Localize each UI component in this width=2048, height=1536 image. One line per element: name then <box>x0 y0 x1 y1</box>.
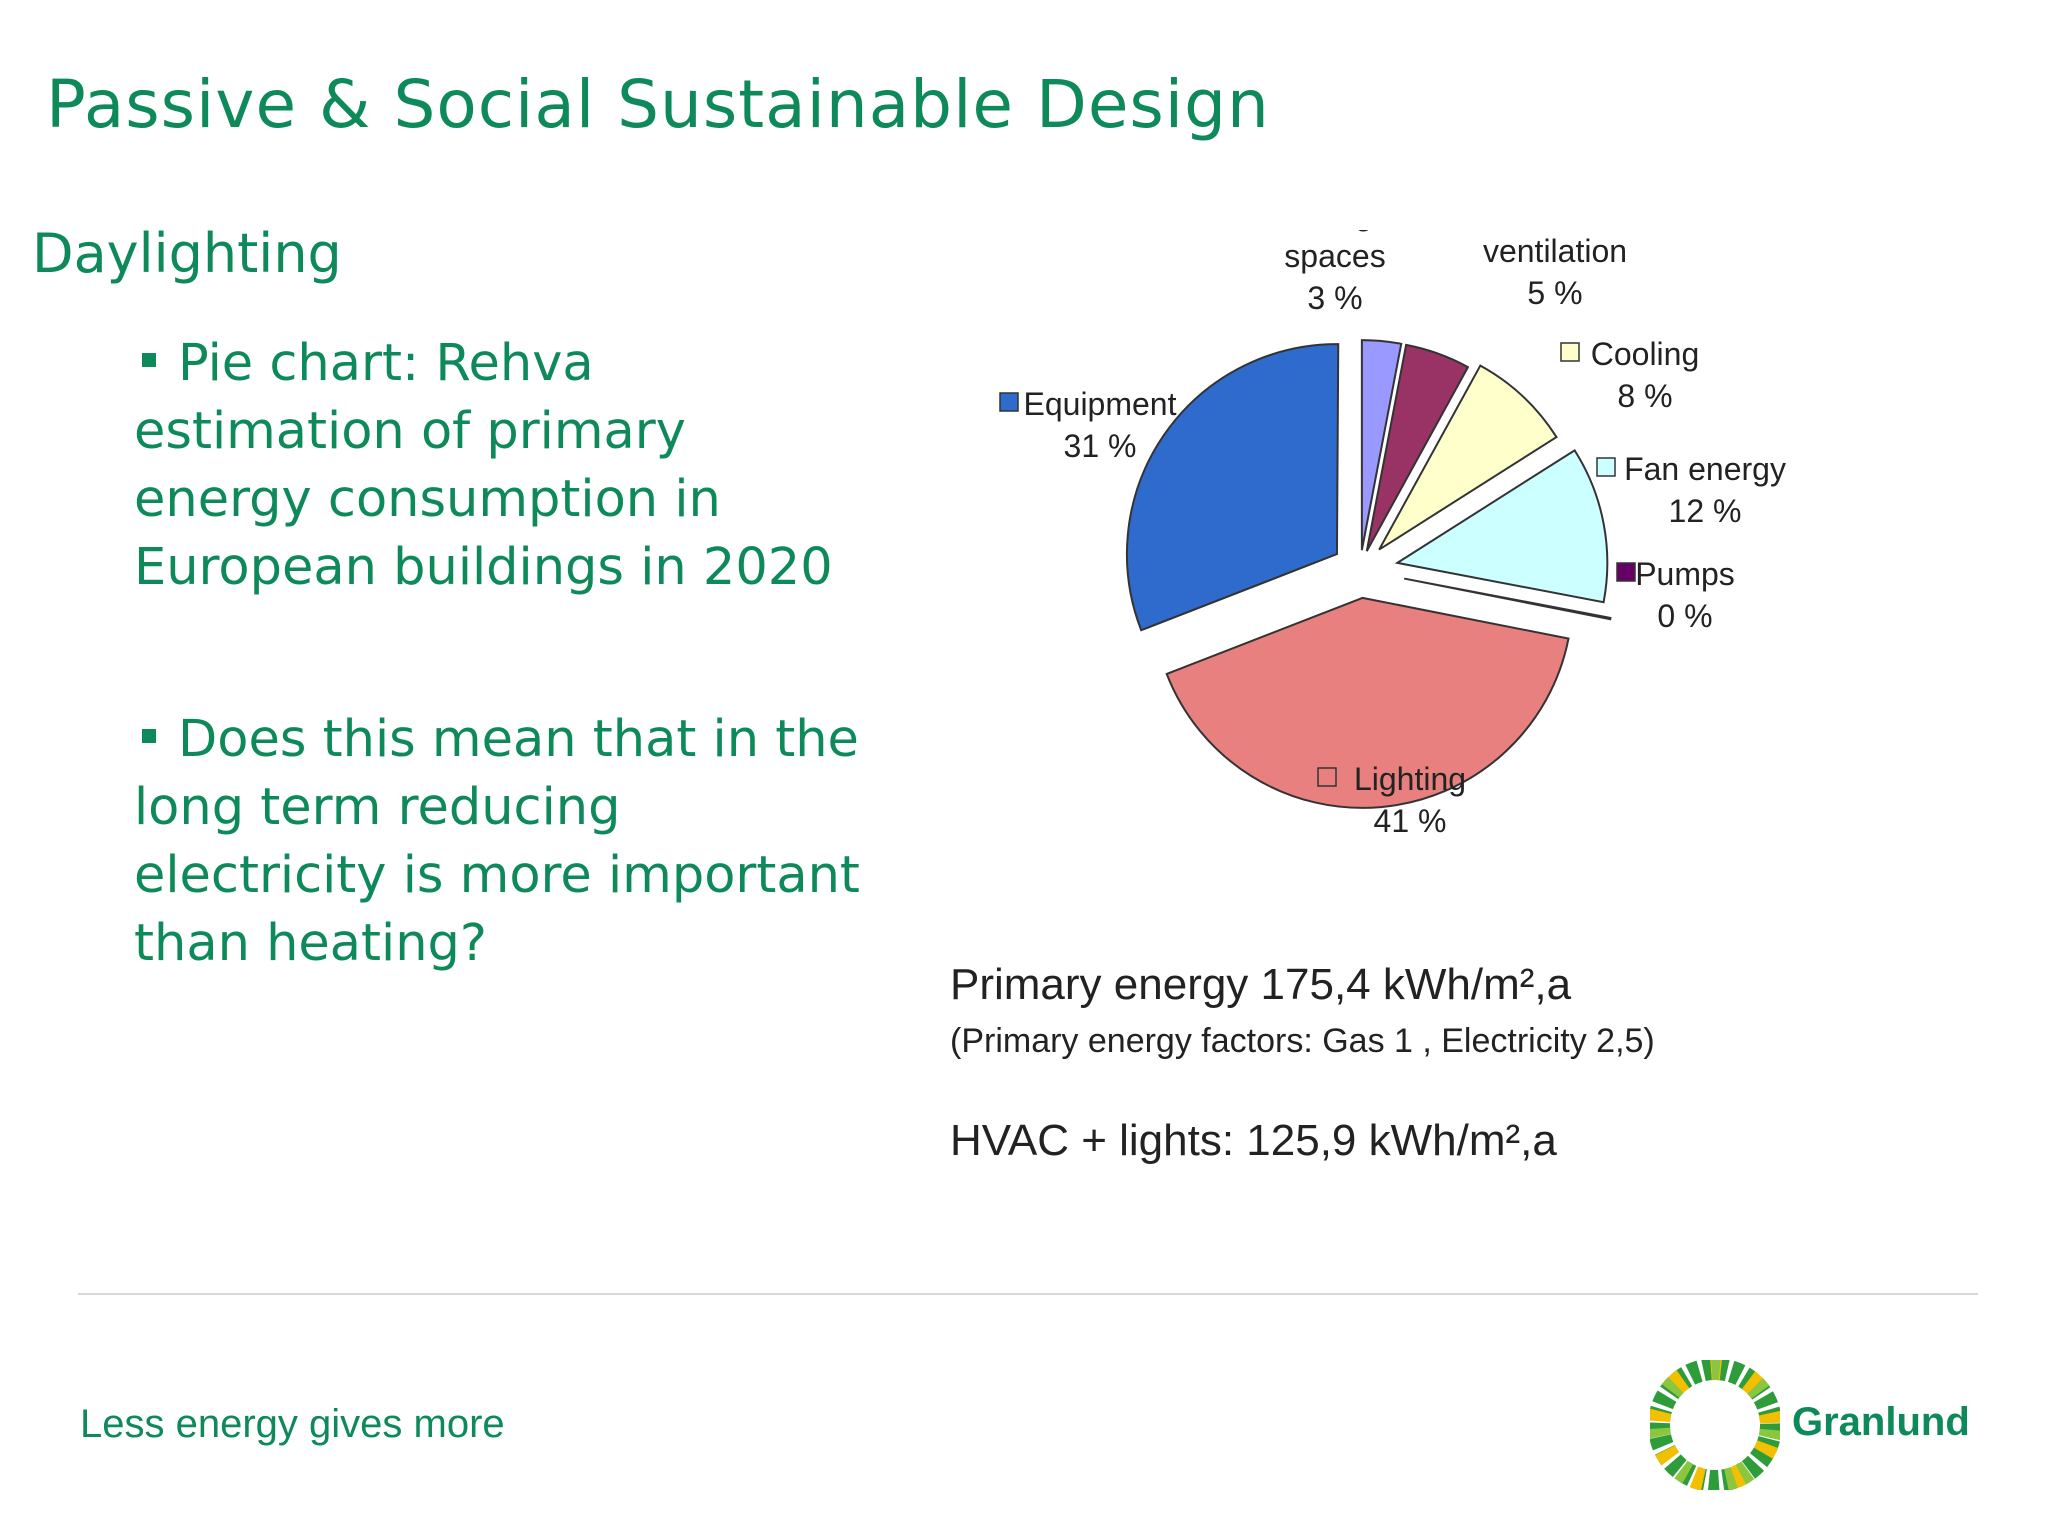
pie-slice-heating-of-spaces <box>1360 339 1403 551</box>
legend-swatch <box>1616 562 1636 582</box>
legend-swatch <box>1560 342 1580 362</box>
svg-text:Equipment: Equipment <box>1024 386 1177 422</box>
pie-slice-fan-energy <box>1394 448 1609 604</box>
pie-label-heating-of-ventilation: Heating ofventilation5 % <box>1483 233 1627 311</box>
bullet-square-icon <box>142 353 156 367</box>
pie-slice-equipment <box>1126 343 1340 632</box>
granlund-logo-icon <box>1650 1360 1780 1490</box>
pie-chart: Heating of spaces 3 %Heating of ventilation… <box>999 230 1786 839</box>
svg-text:31 %: 31 % <box>1064 428 1137 464</box>
footer-divider <box>78 1293 1978 1295</box>
svg-text:Lighting: Lighting <box>1354 761 1466 797</box>
legend-swatch <box>999 392 1019 412</box>
pie-label-pumps: Pumps 0 % <box>1616 556 1735 634</box>
bullet-item: Does this mean that in the long term red… <box>134 706 864 978</box>
hvac-lights-note: HVAC + lights: 125,9 kWh/m²,a <box>950 1116 1557 1165</box>
pie-label-heating-of-spaces: Heating of spaces 3 % <box>1262 230 1408 316</box>
pie-slice-lighting <box>1165 596 1570 809</box>
pie-label-cooling: Cooling 8 % <box>1560 336 1700 414</box>
svg-text:3 %: 3 % <box>1307 280 1362 316</box>
svg-text:Pumps: Pumps <box>1635 556 1735 592</box>
legend-swatch <box>1596 457 1616 477</box>
footer-tagline: Less energy gives more <box>80 1402 505 1446</box>
svg-text:ventilation: ventilation <box>1483 233 1627 269</box>
pie-label-lighting: Lighting 41 % <box>1317 761 1466 839</box>
section-heading: Daylighting <box>32 222 342 285</box>
pie-slice-cooling <box>1378 364 1558 551</box>
svg-text:spaces: spaces <box>1284 238 1385 274</box>
primary-energy-note: Primary energy 175,4 kWh/m²,a <box>950 960 1572 1009</box>
svg-text:5 %: 5 % <box>1527 275 1582 311</box>
svg-text:Heating of: Heating of <box>1262 230 1408 232</box>
pie-slice-pumps <box>1403 577 1612 621</box>
svg-text:41 %: 41 % <box>1374 803 1447 839</box>
svg-text:Fan energy: Fan energy <box>1624 451 1786 487</box>
bullet-item: Pie chart: Rehva estimation of primary e… <box>134 330 864 602</box>
bullet-text: Pie chart: Rehva estimation of primary e… <box>134 334 833 597</box>
slide-title: Passive & Social Sustainable Design <box>46 66 1270 143</box>
bullet-text: Does this mean that in the long term red… <box>134 710 860 973</box>
pie-label-equipment: Equipment 31 % <box>999 386 1177 464</box>
bullet-square-icon <box>142 729 156 743</box>
brand-name: Granlund <box>1792 1400 1970 1444</box>
svg-text:0 %: 0 % <box>1657 598 1712 634</box>
legend-swatch <box>1317 767 1337 787</box>
pie-label-fan-energy: Fan energy 12 % <box>1596 451 1786 529</box>
svg-text:12 %: 12 % <box>1669 493 1742 529</box>
svg-text:8 %: 8 % <box>1617 378 1672 414</box>
pie-slice-heating-of-ventilation <box>1365 343 1470 552</box>
svg-text:Cooling: Cooling <box>1591 336 1700 372</box>
energy-factors-note: (Primary energy factors: Gas 1 , Electri… <box>950 1022 1655 1060</box>
